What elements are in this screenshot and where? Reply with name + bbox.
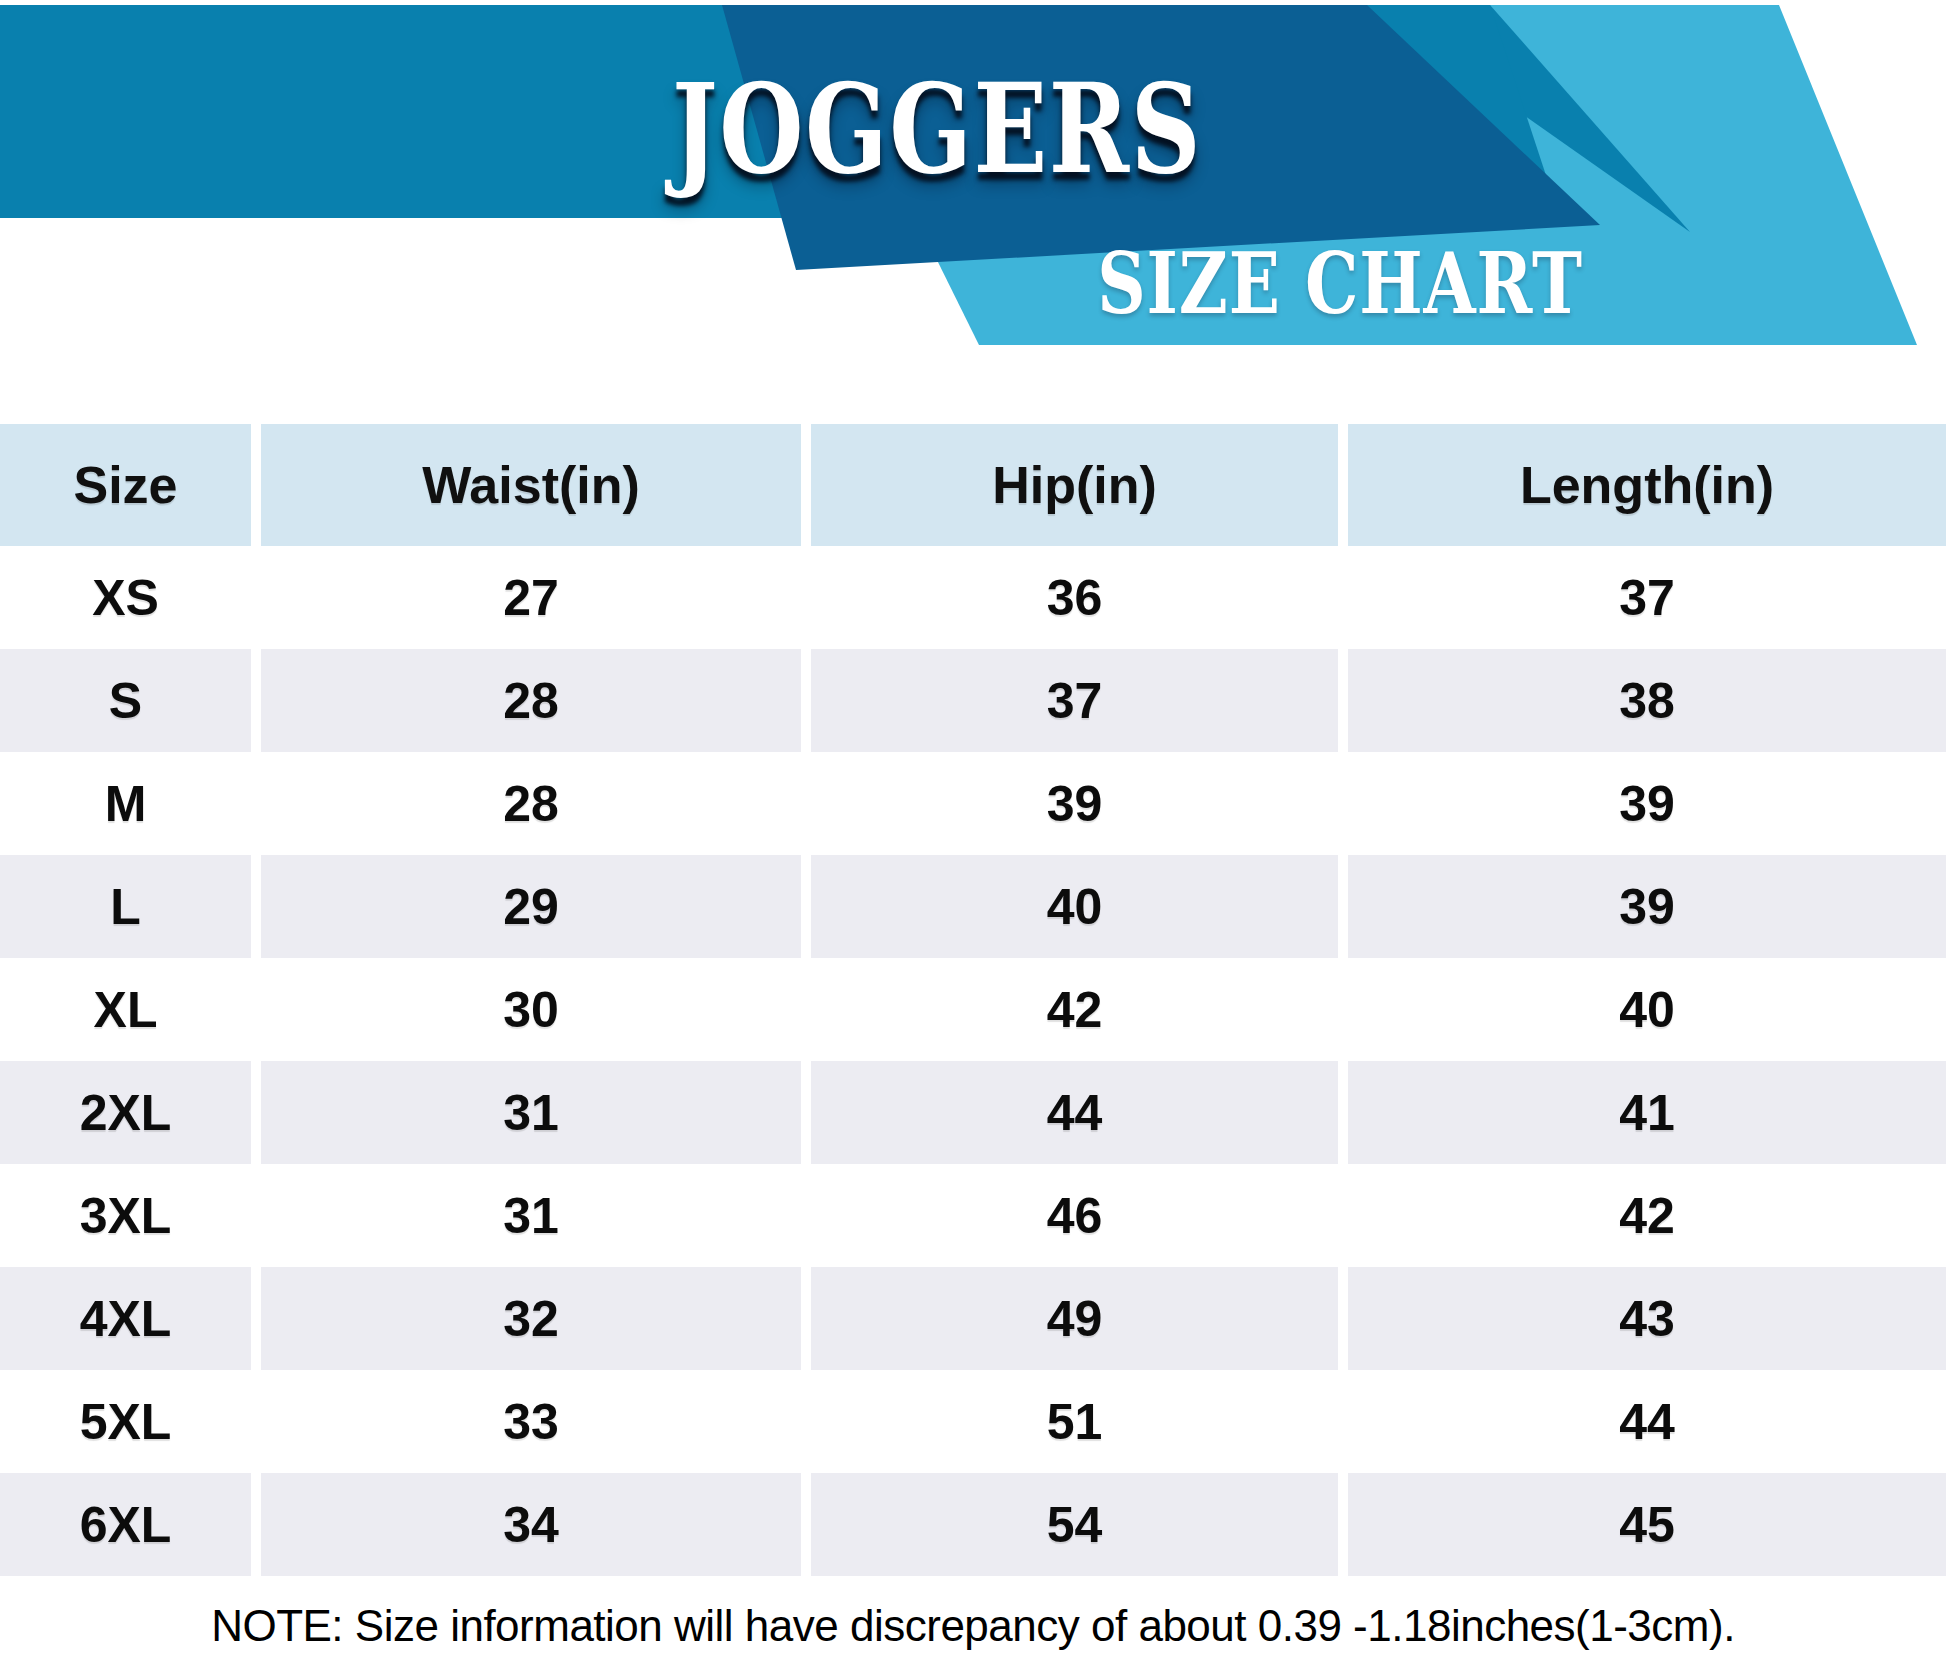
size-cell: 5XL <box>0 1370 251 1473</box>
column-header-size: Size <box>0 424 251 546</box>
column-header-hip: Hip(in) <box>811 424 1338 546</box>
length-cell: 45 <box>1348 1473 1946 1576</box>
hip-cell: 40 <box>811 855 1338 958</box>
length-cell: 43 <box>1348 1267 1946 1370</box>
hip-cell: 54 <box>811 1473 1338 1576</box>
hip-cell: 51 <box>811 1370 1338 1473</box>
waist-cell: 28 <box>261 649 801 752</box>
waist-cell: 32 <box>261 1267 801 1370</box>
column-header-length: Length(in) <box>1348 424 1946 546</box>
size-table: Size Waist(in) Hip(in) Length(in) XS2736… <box>0 424 1946 1576</box>
waist-cell: 34 <box>261 1473 801 1576</box>
page-title: JOGGERS <box>672 56 1202 201</box>
size-cell: L <box>0 855 251 958</box>
hip-cell: 37 <box>811 649 1338 752</box>
waist-cell: 28 <box>261 752 801 855</box>
length-cell: 41 <box>1348 1061 1946 1164</box>
length-cell: 39 <box>1348 752 1946 855</box>
size-cell: M <box>0 752 251 855</box>
waist-cell: 29 <box>261 855 801 958</box>
size-cell: S <box>0 649 251 752</box>
waist-cell: 27 <box>261 546 801 649</box>
waist-cell: 31 <box>261 1061 801 1164</box>
size-cell: 6XL <box>0 1473 251 1576</box>
length-cell: 37 <box>1348 546 1946 649</box>
hip-cell: 39 <box>811 752 1338 855</box>
length-cell: 44 <box>1348 1370 1946 1473</box>
hip-cell: 36 <box>811 546 1338 649</box>
hip-cell: 46 <box>811 1164 1338 1267</box>
page-subtitle: SIZE CHART <box>1097 234 1582 333</box>
waist-cell: 33 <box>261 1370 801 1473</box>
note-text: NOTE: Size information will have discrep… <box>0 1600 1946 1652</box>
length-cell: 38 <box>1348 649 1946 752</box>
length-cell: 42 <box>1348 1164 1946 1267</box>
hip-cell: 44 <box>811 1061 1338 1164</box>
hip-cell: 42 <box>811 958 1338 1061</box>
size-cell: XS <box>0 546 251 649</box>
size-cell: 2XL <box>0 1061 251 1164</box>
waist-cell: 30 <box>261 958 801 1061</box>
waist-cell: 31 <box>261 1164 801 1267</box>
size-cell: 4XL <box>0 1267 251 1370</box>
size-chart-page: JOGGERS SIZE CHART Size Waist(in) Hip(in… <box>0 0 1946 1672</box>
length-cell: 40 <box>1348 958 1946 1061</box>
hip-cell: 49 <box>811 1267 1338 1370</box>
length-cell: 39 <box>1348 855 1946 958</box>
column-header-waist: Waist(in) <box>261 424 801 546</box>
size-cell: XL <box>0 958 251 1061</box>
size-cell: 3XL <box>0 1164 251 1267</box>
